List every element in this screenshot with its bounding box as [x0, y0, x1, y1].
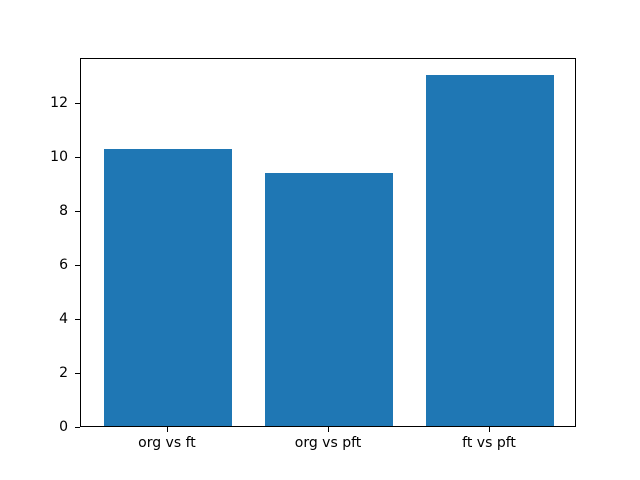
- y-tick-label: 4: [59, 310, 68, 327]
- y-tick-label: 2: [59, 364, 68, 381]
- y-tick-mark: [75, 372, 80, 374]
- y-tick-mark: [75, 210, 80, 212]
- plot-area: [80, 58, 576, 427]
- y-tick-label: 12: [50, 94, 68, 111]
- x-tick-label: org vs pft: [294, 435, 362, 451]
- x-tick-label: ft vs pft: [462, 435, 516, 451]
- y-tick-mark: [75, 264, 80, 266]
- bar-ft-vs-pft: [425, 74, 555, 426]
- x-tick-mark: [166, 427, 168, 432]
- y-tick-label: 6: [59, 256, 68, 273]
- x-tick-mark: [489, 427, 491, 432]
- y-tick-label: 8: [59, 202, 68, 219]
- y-tick-mark: [75, 427, 80, 428]
- y-tick-label: 10: [50, 148, 68, 165]
- y-tick-label: 0: [59, 419, 68, 435]
- bar-org-vs-ft: [103, 148, 233, 426]
- bar-org-vs-pft: [264, 173, 394, 426]
- y-tick-mark: [75, 318, 80, 320]
- x-tick-mark: [328, 427, 329, 432]
- x-tick-label: org vs ft: [138, 435, 196, 451]
- y-tick-mark: [75, 102, 80, 104]
- y-tick-mark: [75, 156, 80, 158]
